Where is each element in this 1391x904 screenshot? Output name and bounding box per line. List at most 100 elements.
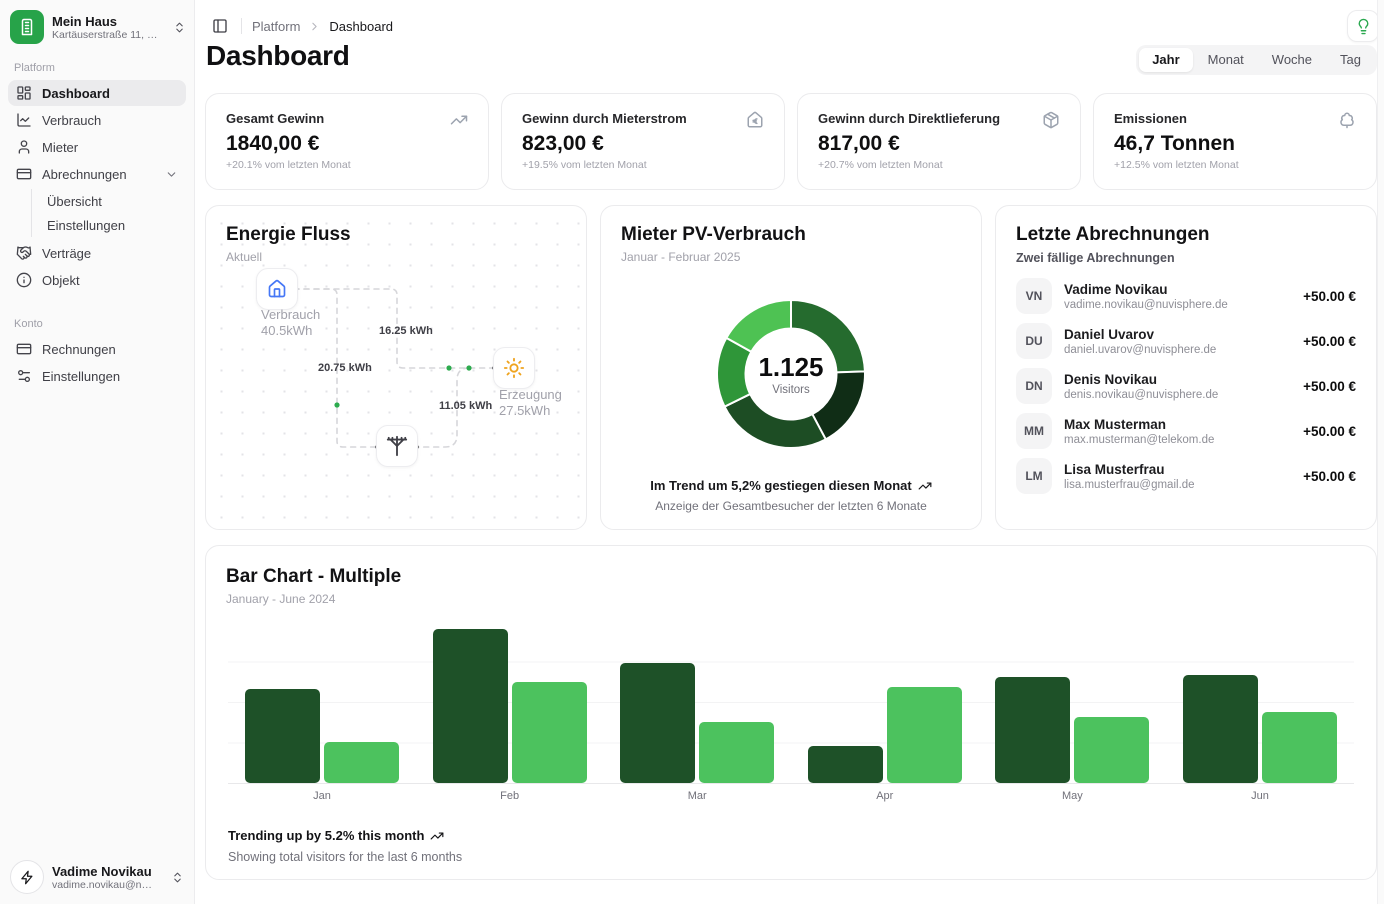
- scrollbar[interactable]: [1377, 0, 1384, 904]
- flow-value-label: 11.05 kWh: [439, 400, 493, 412]
- credit-card-icon: [16, 166, 32, 182]
- stat-card-direktlieferung: Gewinn durch Direktlieferung 817,00 € +2…: [797, 93, 1081, 190]
- donut-chart: 1.125 Visitors: [711, 294, 871, 454]
- stat-label: Gewinn durch Mieterstrom: [522, 111, 687, 126]
- sidebar-item-label: Verträge: [42, 245, 92, 261]
- billing-row[interactable]: DU Daniel Uvarov daniel.uvarov@nuvispher…: [1016, 323, 1356, 359]
- bar-dark-green-series: [432, 629, 508, 783]
- billing-amount: +50.00 €: [1303, 288, 1356, 304]
- sidebar-item-objekt[interactable]: Objekt: [8, 267, 186, 293]
- billing-avatar: DU: [1016, 323, 1052, 359]
- x-axis-label: Jun: [1251, 790, 1269, 802]
- node-verbrauch[interactable]: [256, 268, 298, 310]
- bar-group: Apr: [807, 622, 962, 802]
- sidebar-item-label: Einstellungen: [42, 368, 121, 384]
- sidebar-toggle-button[interactable]: [207, 13, 233, 39]
- node-erzeugung[interactable]: [493, 347, 535, 389]
- avatar: [10, 860, 44, 894]
- billing-row[interactable]: DN Denis Novikau denis.novikau@nuvispher…: [1016, 368, 1356, 404]
- breadcrumb-parent[interactable]: Platform: [252, 18, 301, 34]
- bar-light-green-series: [886, 687, 962, 783]
- sidebar-item-vertraege[interactable]: Verträge: [8, 240, 186, 266]
- tab-jahr[interactable]: Jahr: [1139, 48, 1193, 72]
- billing-amount: +50.00 €: [1303, 378, 1356, 394]
- bar-group: Jan: [245, 622, 399, 802]
- user-email: vadime.novikau@nuvispher...: [52, 878, 156, 891]
- stat-cards: Gesamt Gewinn 1840,00 € +20.1% vom letzt…: [205, 93, 1377, 190]
- bar-chart-subtitle: January - June 2024: [226, 592, 336, 606]
- user-icon: [16, 139, 32, 155]
- billing-email: daniel.uvarov@nuvisphere.de: [1064, 343, 1217, 356]
- billing-title: Letzte Abrechnungen: [1016, 224, 1210, 245]
- house-icon: [267, 279, 287, 299]
- bar-dark-green-series: [245, 689, 320, 783]
- bar-dark-green-series: [995, 677, 1071, 783]
- trending-up-icon: [430, 829, 444, 843]
- page-title: Dashboard: [206, 40, 350, 71]
- billing-name: Max Musterman: [1064, 416, 1167, 432]
- stat-label: Gewinn durch Direktlieferung: [818, 111, 1001, 126]
- trending-up-icon: [450, 111, 468, 129]
- pv-card-footer: Im Trend um 5,2% gestiegen diesen Monat …: [601, 478, 981, 513]
- billing-row[interactable]: LM Lisa Musterfrau lisa.musterfrau@gmail…: [1016, 458, 1356, 494]
- tab-monat[interactable]: Monat: [1207, 52, 1244, 67]
- node-netz[interactable]: [376, 425, 418, 467]
- billing-row[interactable]: MM Max Musterman max.musterman@telekom.d…: [1016, 413, 1356, 449]
- breadcrumb-current: Dashboard: [329, 18, 394, 34]
- sidebar-item-label: Verbrauch: [42, 112, 102, 128]
- energy-flow-subtitle: Aktuell: [226, 250, 263, 264]
- sidebar-subitem-uebersicht[interactable]: Übersicht: [32, 189, 186, 213]
- donut-center-label: Visitors: [772, 384, 810, 396]
- billing-avatar: DN: [1016, 368, 1052, 404]
- sidebar-subitem-label: Einstellungen: [47, 217, 126, 233]
- stat-delta: +20.7% vom letzten Monat: [818, 159, 943, 171]
- energy-flow-title: Energie Fluss: [226, 224, 351, 245]
- billing-email: max.musterman@telekom.de: [1064, 433, 1215, 446]
- stat-value: 1840,00 €: [226, 132, 320, 155]
- billing-name: Lisa Musterfrau: [1064, 461, 1165, 477]
- sidebar-item-verbrauch[interactable]: Verbrauch: [8, 107, 186, 133]
- layout-dashboard-icon: [16, 85, 32, 101]
- billing-email: vadime.novikau@nuvisphere.de: [1064, 298, 1228, 311]
- stat-delta: +19.5% vom letzten Monat: [522, 159, 647, 171]
- sidebar-item-dashboard[interactable]: Dashboard: [8, 80, 186, 106]
- tab-woche[interactable]: Woche: [1271, 52, 1313, 67]
- sidebar-item-mieter[interactable]: Mieter: [8, 134, 186, 160]
- stat-label: Gesamt Gewinn: [226, 111, 325, 126]
- sidebar-item-abrechnungen[interactable]: Abrechnungen: [8, 161, 186, 187]
- sidebar-item-label: Abrechnungen: [42, 166, 127, 182]
- sidebar-item-label: Rechnungen: [42, 341, 116, 357]
- bar-light-green-series: [1261, 712, 1337, 783]
- billing-name: Denis Novikau: [1064, 371, 1158, 387]
- chevrons-up-down-icon: [171, 871, 184, 884]
- breadcrumb: Platform Dashboard: [207, 13, 393, 39]
- chevrons-up-down-icon: [173, 21, 186, 34]
- billing-avatar: LM: [1016, 458, 1052, 494]
- stat-card-emissionen: Emissionen 46,7 Tonnen +12.5% vom letzte…: [1093, 93, 1377, 190]
- tab-tag[interactable]: Tag: [1340, 52, 1361, 67]
- x-axis-label: Feb: [500, 790, 520, 802]
- pv-usage-card: Mieter PV-Verbrauch Januar - Februar 202…: [600, 205, 982, 530]
- workspace-switcher[interactable]: Mein Haus Kartäuserstraße 11, 99084 E...: [0, 0, 194, 50]
- utility-pole-icon: [386, 435, 408, 457]
- section-label-konto: Konto: [14, 318, 43, 330]
- stat-value: 46,7 Tonnen: [1114, 132, 1235, 155]
- billing-card: Letzte Abrechnungen Zwei fällige Abrechn…: [995, 205, 1377, 530]
- bar-light-green-series: [699, 722, 775, 783]
- sidebar-item-konto-einstellungen[interactable]: Einstellungen: [8, 363, 186, 389]
- building-icon: [18, 18, 36, 36]
- flow-value-label: 20.75 kWh: [318, 362, 372, 374]
- eco-mode-button[interactable]: [1347, 10, 1379, 42]
- bar-group: Feb: [432, 622, 587, 802]
- user-menu[interactable]: Vadime Novikau vadime.novikau@nuvispher.…: [0, 850, 194, 904]
- bar-light-green-series: [324, 742, 399, 783]
- bar-chart-footer: Trending up by 5.2% this month Showing t…: [228, 828, 462, 864]
- sidebar-item-rechnungen[interactable]: Rechnungen: [8, 336, 186, 362]
- trending-up-icon: [918, 479, 932, 493]
- tree-icon: [1338, 111, 1356, 129]
- billing-row[interactable]: VN Vadime Novikau vadime.novikau@nuvisph…: [1016, 278, 1356, 314]
- sidebar-subitem-einstellungen[interactable]: Einstellungen: [32, 213, 186, 237]
- node-label-erzeugung: Erzeugung 27.5kWh: [499, 387, 562, 419]
- sidebar-item-label: Objekt: [42, 272, 80, 288]
- x-axis-label: Mar: [687, 790, 707, 802]
